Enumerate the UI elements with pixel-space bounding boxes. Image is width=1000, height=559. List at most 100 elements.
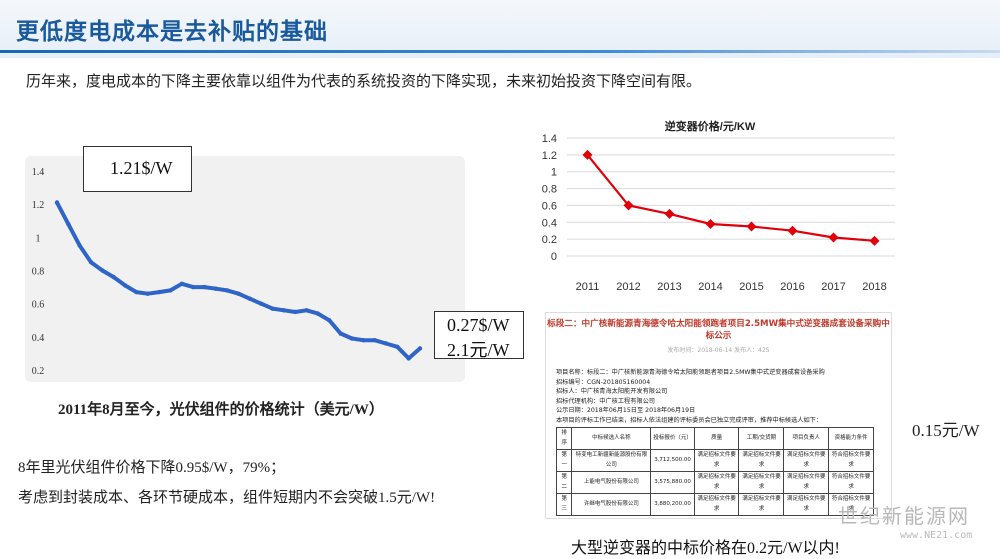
table-cell: 符合招标文件要求 <box>828 471 874 494</box>
header-cell: 质量 <box>693 427 740 450</box>
table-cell: 特变电工新疆新能源股份有限公司 <box>571 449 652 472</box>
note-line-1: 8年里光伏组件价格下降0.95$/W，79%； <box>18 460 286 476</box>
table-row: 第一 特变电工新疆新能源股份有限公司 3,712,500.00 满足招标文件要求… <box>555 449 874 472</box>
callout-start-price-text: 1.21$/W <box>110 158 173 178</box>
module-price-point <box>293 309 298 315</box>
inverter-price-chart: 逆变器价格/元/KW 0 0.2 0.4 0.6 0.8 1 1.2 1.4 2011 2012 20… <box>542 119 895 293</box>
header-cell: 中标候选人名称 <box>571 427 652 450</box>
table-cell: 满足招标文件要求 <box>693 493 740 516</box>
module-price-point <box>77 243 82 248</box>
inverter-caption: 大型逆变器的中标价格在0.2元/W以内! <box>571 540 840 557</box>
module-price-point <box>179 281 184 286</box>
header-cell: 资格能力条件 <box>828 427 874 450</box>
doc-heading: 标段二：中广核新能源青海德令哈太阳能领跑者项目2.5MW集中式逆变器成套设备采购… <box>547 319 890 341</box>
callout-end-usd: 0.27$/W <box>447 315 510 335</box>
page-title: 更低度电成本是去补贴的基础 <box>16 19 328 45</box>
module-price-point <box>349 336 355 341</box>
inverter-chart-title: 逆变器价格/元/KW <box>665 119 756 133</box>
watermark-logo: 世纪新能源网 <box>838 504 970 528</box>
note-line-2: 考虑到封装成本、各环节硬成本，组件短期内不会突破1.5元/W! <box>18 490 436 506</box>
inverter-x-tick-label: 2014 <box>698 281 722 293</box>
module-price-point <box>361 337 366 343</box>
doc-line: 公示日期：2018年06月15日至 2018年06月19日 <box>556 407 696 414</box>
inverter-x-tick-label: 2016 <box>780 281 804 293</box>
module-price-point <box>327 318 332 323</box>
module-price-point <box>236 291 241 296</box>
doc-line: 本项目的评标工作已结束，招标人依法组建的评标委员会已独立完成评审，推荐中标候选人… <box>556 416 823 424</box>
inverter-y-tick-label: 1.4 <box>542 133 557 145</box>
module-price-point <box>145 291 150 296</box>
table-cell: 3,712,500.00 <box>650 449 695 472</box>
table-cell: 满足招标文件要求 <box>783 471 830 494</box>
module-price-point <box>202 284 207 290</box>
module-y-tick-label: 0.2 <box>32 366 45 377</box>
table-cell: 符合招标文件要求 <box>828 449 874 472</box>
table-cell: 满足招标文件要求 <box>738 471 785 494</box>
inverter-price-note: 0.15元/W <box>912 421 980 440</box>
table-cell: 满足招标文件要求 <box>783 493 830 516</box>
watermark-url: www.NE21.com <box>900 530 973 541</box>
table-cell: 3,880,200.00 <box>650 493 695 516</box>
inverter-y-tick-label: 0 <box>551 251 557 263</box>
inverter-price-marker <box>705 218 716 229</box>
module-price-point <box>406 356 411 361</box>
table-cell: 第二 <box>555 471 573 494</box>
module-price-point <box>213 286 219 291</box>
module-y-tick-label: 0.4 <box>32 333 45 344</box>
doc-line: 招标代理机构：中广核工程有限公司 <box>556 397 655 405</box>
module-price-point <box>156 289 162 295</box>
module-price-point <box>383 341 389 346</box>
module-price-series-line <box>55 200 422 361</box>
inverter-y-tick-label: 1.2 <box>542 150 557 162</box>
doc-line: 招标人：中广核青海太阳能开发有限公司 <box>556 388 668 395</box>
module-price-point <box>270 306 275 311</box>
inverter-x-tick-label: 2012 <box>616 281 640 293</box>
header-cell: 项目负责人 <box>783 427 830 450</box>
table-cell: 许继电气股份有限公司 <box>571 493 652 516</box>
module-price-point <box>190 284 196 290</box>
module-price-point <box>247 296 253 301</box>
inverter-price-marker <box>787 225 798 236</box>
module-price-point <box>304 308 309 313</box>
inverter-price-marker <box>623 200 634 211</box>
module-price-point <box>258 301 264 306</box>
inverter-y-tick-label: 0.6 <box>542 200 557 212</box>
module-y-tick-label: 1.4 <box>32 167 45 178</box>
module-price-point <box>111 274 116 280</box>
callout-end-price: 0.27$/W 2.1元/W <box>434 311 524 360</box>
callout-end-cny: 2.1元/W <box>447 340 510 360</box>
table-cell: 满足招标文件要求 <box>738 449 785 472</box>
doc-line: 项目名称：标段二：中广核新能源青海德令哈太阳能领跑者项目2.5MW集中式逆变器成… <box>556 369 825 376</box>
module-price-point <box>122 283 128 288</box>
table-cell: 满足招标文件要求 <box>693 471 740 494</box>
inverter-price-marker <box>746 221 757 232</box>
doc-line: 招标编号：CGN-201805160004 <box>556 378 651 386</box>
doc-body: 项目名称：标段二：中广核新能源青海德令哈太阳能领跑者项目2.5MW集中式逆变器成… <box>555 368 886 516</box>
doc-subline: 发布时间：2018-06-14 发布人：425 <box>667 347 770 354</box>
inverter-price-series-line <box>586 154 875 242</box>
table-cell: 满足招标文件要求 <box>693 449 740 472</box>
module-price-point <box>417 346 423 351</box>
intro-text: 历年来，度电成本的下降主要依靠以组件为代表的系统投资的下降实现，未来初始投资下降… <box>26 72 702 90</box>
module-price-point <box>315 311 321 316</box>
module-y-tick-label: 0.6 <box>32 300 45 311</box>
module-y-tick-label: 1 <box>36 233 41 244</box>
inverter-price-marker <box>582 149 593 160</box>
module-price-point <box>66 221 71 227</box>
inverter-y-tick-label: 1 <box>551 167 557 179</box>
title-underline <box>0 50 1000 53</box>
table-cell: 满足招标文件要求 <box>783 449 830 472</box>
inverter-x-tick-label: 2018 <box>862 281 886 293</box>
module-price-point <box>372 337 377 343</box>
table-row: 第二 上能电气股份有限公司 3,575,880.00 满足招标文件要求 满足招标… <box>555 471 874 494</box>
title-bar <box>0 0 1000 58</box>
module-price-point <box>281 308 287 313</box>
table-cell: 上能电气股份有限公司 <box>571 471 652 494</box>
module-price-point <box>100 268 105 273</box>
callout-start-price: 1.21$/W <box>83 146 192 192</box>
module-price-point <box>134 289 139 295</box>
tender-document: 标段二：中广核新能源青海德令哈太阳能领跑者项目2.5MW集中式逆变器成套设备采购… <box>545 312 892 519</box>
bid-table-header: 排序 中标候选人名称 投标报价（元） 质量 工期/交货期 项目负责人 资格能力条… <box>555 427 874 450</box>
inverter-x-tick-label: 2013 <box>657 281 681 293</box>
module-y-tick-label: 1.2 <box>32 200 45 211</box>
